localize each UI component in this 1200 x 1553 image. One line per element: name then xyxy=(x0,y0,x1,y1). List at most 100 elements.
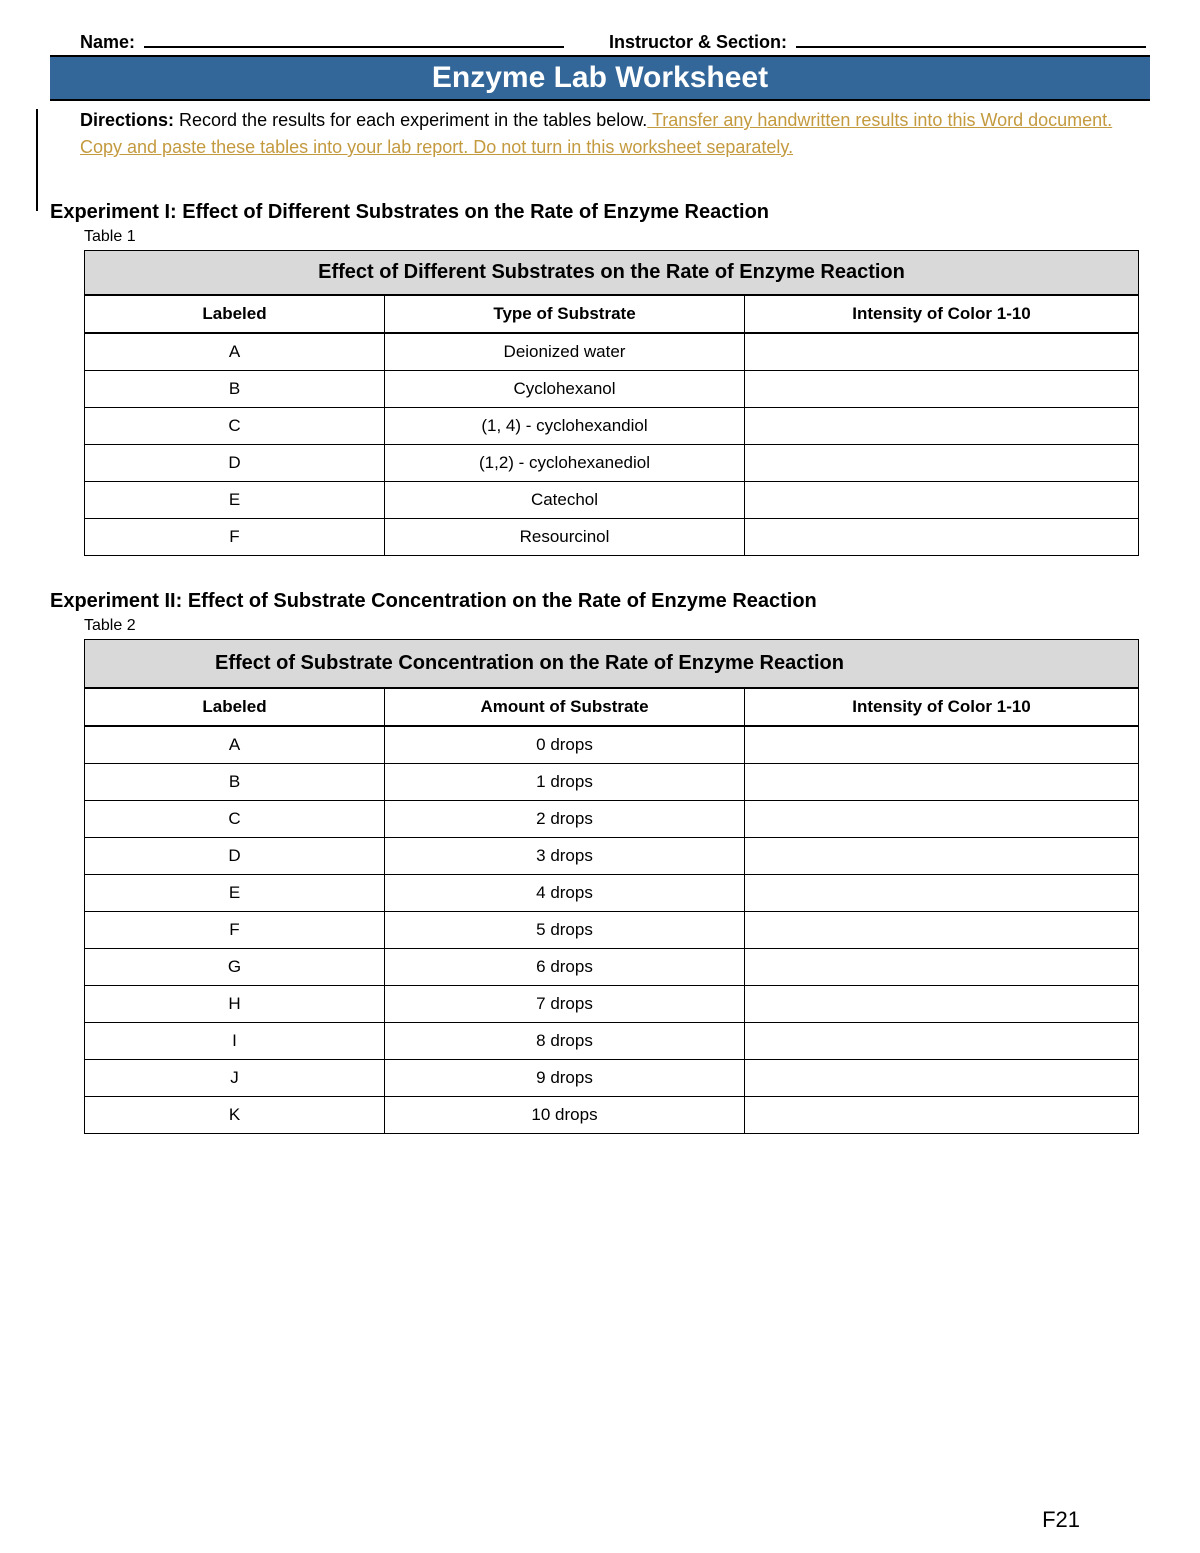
table2-header-row: Labeled Amount of Substrate Intensity of… xyxy=(85,688,1139,726)
cell-labeled: E xyxy=(85,875,385,912)
cell-substrate: (1, 4) - cyclohexandiol xyxy=(385,408,745,445)
table-row: A Deionized water xyxy=(85,333,1139,371)
directions-text: Record the results for each experiment i… xyxy=(179,110,647,130)
cell-labeled: A xyxy=(85,726,385,764)
cell-labeled: H xyxy=(85,986,385,1023)
table2-col0: Labeled xyxy=(85,688,385,726)
cell-intensity[interactable] xyxy=(745,949,1139,986)
name-field: Name: xyxy=(80,30,564,53)
cell-amount: 0 drops xyxy=(385,726,745,764)
cell-substrate: Cyclohexanol xyxy=(385,371,745,408)
cell-substrate: Catechol xyxy=(385,482,745,519)
instructor-label: Instructor & Section: xyxy=(609,32,787,52)
table-row: E Catechol xyxy=(85,482,1139,519)
table-row: J 9 drops xyxy=(85,1060,1139,1097)
experiment2-heading: Experiment II: Effect of Substrate Conce… xyxy=(50,590,1150,613)
table1-col1: Type of Substrate xyxy=(385,295,745,333)
cell-substrate: Deionized water xyxy=(385,333,745,371)
table-row: D 3 drops xyxy=(85,838,1139,875)
cell-labeled: G xyxy=(85,949,385,986)
cell-intensity[interactable] xyxy=(745,1060,1139,1097)
table-row: A 0 drops xyxy=(85,726,1139,764)
cell-labeled: C xyxy=(85,408,385,445)
cell-intensity[interactable] xyxy=(745,1097,1139,1134)
table2: Effect of Substrate Concentration on the… xyxy=(84,639,1139,1134)
cell-intensity[interactable] xyxy=(745,1023,1139,1060)
cell-intensity[interactable] xyxy=(745,726,1139,764)
name-blank[interactable] xyxy=(144,30,564,48)
instructor-field: Instructor & Section: xyxy=(609,30,1146,53)
worksheet-page: Name: Instructor & Section: Enzyme Lab W… xyxy=(0,0,1200,1553)
cell-intensity[interactable] xyxy=(745,445,1139,482)
table-row: D (1,2) - cyclohexanediol xyxy=(85,445,1139,482)
cell-amount: 9 drops xyxy=(385,1060,745,1097)
cell-substrate: (1,2) - cyclohexanediol xyxy=(385,445,745,482)
table1: Effect of Different Substrates on the Ra… xyxy=(84,250,1139,556)
cell-labeled: D xyxy=(85,838,385,875)
cell-intensity[interactable] xyxy=(745,408,1139,445)
table2-col2: Intensity of Color 1-10 xyxy=(745,688,1139,726)
table-row: H 7 drops xyxy=(85,986,1139,1023)
cell-substrate: Resourcinol xyxy=(385,519,745,556)
title-banner: Enzyme Lab Worksheet xyxy=(50,55,1150,101)
cell-intensity[interactable] xyxy=(745,912,1139,949)
cell-intensity[interactable] xyxy=(745,986,1139,1023)
table1-caption: Table 1 xyxy=(50,228,1150,246)
cell-labeled: I xyxy=(85,1023,385,1060)
cell-amount: 5 drops xyxy=(385,912,745,949)
cell-intensity[interactable] xyxy=(745,838,1139,875)
table-row: I 8 drops xyxy=(85,1023,1139,1060)
cell-intensity[interactable] xyxy=(745,519,1139,556)
cell-labeled: A xyxy=(85,333,385,371)
cell-amount: 8 drops xyxy=(385,1023,745,1060)
cell-labeled: F xyxy=(85,912,385,949)
table2-col1-text: Amount of Substrate xyxy=(475,697,655,717)
table-row: C 2 drops xyxy=(85,801,1139,838)
table-row: C (1, 4) - cyclohexandiol xyxy=(85,408,1139,445)
table-row: B 1 drops xyxy=(85,764,1139,801)
cell-labeled: C xyxy=(85,801,385,838)
directions: Directions: Record the results for each … xyxy=(50,101,1150,161)
table-row: B Cyclohexanol xyxy=(85,371,1139,408)
table-row: F Resourcinol xyxy=(85,519,1139,556)
table1-title-row: Effect of Different Substrates on the Ra… xyxy=(85,251,1139,296)
instructor-blank[interactable] xyxy=(796,30,1146,48)
cell-intensity[interactable] xyxy=(745,482,1139,519)
cell-intensity[interactable] xyxy=(745,371,1139,408)
table2-title-row: Effect of Substrate Concentration on the… xyxy=(85,640,1139,689)
table2-col1: Amount of Substrate xyxy=(385,688,745,726)
table-row: K 10 drops xyxy=(85,1097,1139,1134)
cell-labeled: D xyxy=(85,445,385,482)
cell-labeled: E xyxy=(85,482,385,519)
cell-intensity[interactable] xyxy=(745,875,1139,912)
table1-body: A Deionized water B Cyclohexanol C (1, 4… xyxy=(85,333,1139,556)
cell-labeled: J xyxy=(85,1060,385,1097)
name-label: Name: xyxy=(80,32,135,52)
page-code: F21 xyxy=(1042,1507,1080,1533)
table-row: E 4 drops xyxy=(85,875,1139,912)
cell-intensity[interactable] xyxy=(745,801,1139,838)
cell-labeled: K xyxy=(85,1097,385,1134)
table1-col0: Labeled xyxy=(85,295,385,333)
header-fields: Name: Instructor & Section: xyxy=(50,30,1150,53)
table1-col2: Intensity of Color 1-10 xyxy=(745,295,1139,333)
table-row: F 5 drops xyxy=(85,912,1139,949)
table2-title: Effect of Substrate Concentration on the… xyxy=(85,640,1139,689)
cell-amount: 10 drops xyxy=(385,1097,745,1134)
cell-labeled: F xyxy=(85,519,385,556)
cell-amount: 4 drops xyxy=(385,875,745,912)
table2-body: A 0 drops B 1 drops C 2 drops D 3 drops … xyxy=(85,726,1139,1134)
table1-title: Effect of Different Substrates on the Ra… xyxy=(85,251,1139,296)
cell-intensity[interactable] xyxy=(745,333,1139,371)
cell-amount: 6 drops xyxy=(385,949,745,986)
cell-labeled: B xyxy=(85,764,385,801)
cell-amount: 2 drops xyxy=(385,801,745,838)
table1-header-row: Labeled Type of Substrate Intensity of C… xyxy=(85,295,1139,333)
cell-intensity[interactable] xyxy=(745,764,1139,801)
table2-caption: Table 2 xyxy=(50,617,1150,635)
cell-amount: 7 drops xyxy=(385,986,745,1023)
revision-bar xyxy=(36,109,38,211)
cell-labeled: B xyxy=(85,371,385,408)
directions-label: Directions: xyxy=(80,110,179,130)
cell-amount: 1 drops xyxy=(385,764,745,801)
